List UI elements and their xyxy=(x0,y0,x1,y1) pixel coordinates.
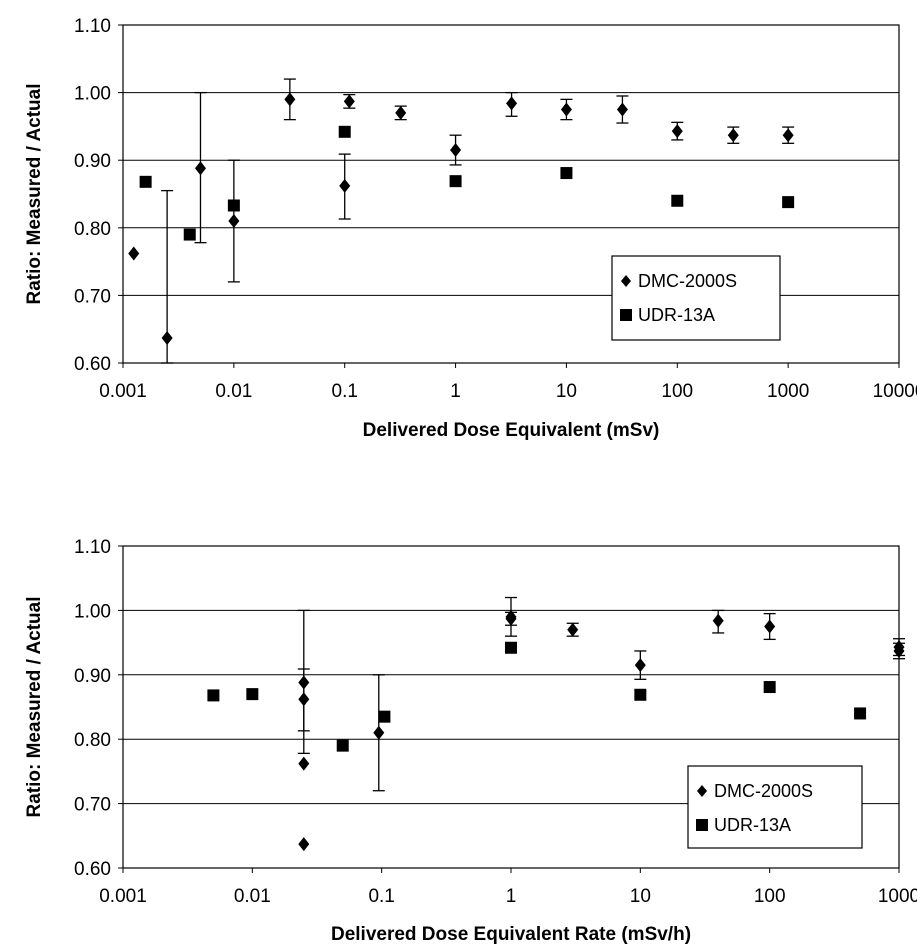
x-tick-label: 1 xyxy=(506,886,517,907)
data-point-dmc-2000s xyxy=(339,178,351,193)
x-tick-label: 10 xyxy=(556,381,577,402)
data-point-dmc-2000s xyxy=(298,837,310,852)
x-tick-label: 0.1 xyxy=(332,381,358,402)
data-point-udr-13a xyxy=(634,688,647,701)
data-point-dmc-2000s xyxy=(284,92,296,107)
x-tick-label: 0.01 xyxy=(234,886,271,907)
data-point-udr-13a xyxy=(854,707,867,720)
data-point-udr-13a xyxy=(378,710,391,723)
plot-area-frame xyxy=(122,24,900,364)
data-point-udr-13a xyxy=(449,175,462,188)
data-point-udr-13a xyxy=(336,739,349,752)
y-tick-label: 1.00 xyxy=(74,601,111,622)
legend-marker-diamond xyxy=(697,785,707,797)
data-point-udr-13a xyxy=(183,228,196,241)
data-point-udr-13a xyxy=(505,641,517,654)
y-tick-label: 0.60 xyxy=(74,354,111,375)
data-point-dmc-2000s xyxy=(727,128,739,143)
y-tick-label: 0.80 xyxy=(74,219,111,240)
y-tick-label: 0.70 xyxy=(74,286,111,307)
y-tick-label: 1.10 xyxy=(74,537,111,558)
data-point-dmc-2000s xyxy=(194,161,206,176)
data-point-dmc-2000s xyxy=(161,330,173,345)
data-point-dmc-2000s xyxy=(343,94,355,109)
data-point-udr-13a xyxy=(671,194,684,207)
x-tick-label: 100 xyxy=(754,886,786,907)
x-tick-label: 10000 xyxy=(873,381,917,402)
y-tick-label: 0.60 xyxy=(74,859,111,880)
data-point-udr-13a xyxy=(338,125,351,138)
x-tick-label: 10 xyxy=(630,886,651,907)
data-point-dmc-2000s xyxy=(893,643,905,658)
x-tick-label: 1000 xyxy=(878,886,917,907)
x-tick-label: 0.001 xyxy=(99,886,147,907)
data-point-dmc-2000s xyxy=(782,128,794,143)
data-point-dmc-2000s xyxy=(298,756,310,771)
data-point-udr-13a xyxy=(782,196,795,209)
data-point-udr-13a xyxy=(227,199,240,212)
data-point-udr-13a xyxy=(207,689,220,702)
data-point-dmc-2000s xyxy=(505,611,517,626)
x-tick-label: 0.001 xyxy=(99,381,147,402)
chart-dose: 0.60 0.70 0.80 0.90 1.00 1.10 0.001 0.01 0.1 1 10 1… xyxy=(24,16,917,441)
data-point-dmc-2000s xyxy=(634,658,646,673)
data-point-dmc-2000s xyxy=(395,105,407,120)
legend-box xyxy=(687,765,863,849)
legend-box xyxy=(611,255,781,341)
data-point-dmc-2000s xyxy=(298,692,310,707)
data-point-udr-13a xyxy=(763,681,776,694)
data-point-dmc-2000s xyxy=(567,622,579,637)
data-point-udr-13a xyxy=(246,688,259,701)
data-point-dmc-2000s xyxy=(450,143,462,158)
chart-dose-rate: 0.60 0.70 0.80 0.90 1.00 1.10 0.001 0.01 0.1 1 10 1… xyxy=(24,537,917,945)
data-point-dmc-2000s xyxy=(712,613,724,628)
x-tick-label: 0.01 xyxy=(215,381,252,402)
y-tick-label: 0.80 xyxy=(74,730,111,751)
y-tick-label: 1.00 xyxy=(74,84,111,105)
data-point-udr-13a xyxy=(560,167,573,180)
legend-marker-square xyxy=(696,819,708,831)
legend-label: DMC-2000S xyxy=(714,781,813,801)
x-axis-title: Delivered Dose Equivalent Rate (mSv/h) xyxy=(331,924,691,945)
data-point-dmc-2000s xyxy=(671,124,683,139)
y-tick-label: 1.10 xyxy=(74,16,111,37)
data-point-dmc-2000s xyxy=(616,102,628,117)
x-tick-label: 1 xyxy=(450,381,461,402)
legend-label: DMC-2000S xyxy=(638,271,737,291)
x-tick-label: 1000 xyxy=(767,381,809,402)
x-tick-label: 100 xyxy=(661,381,693,402)
data-point-dmc-2000s xyxy=(764,619,776,634)
data-point-dmc-2000s xyxy=(128,246,140,261)
y-tick-label: 0.70 xyxy=(74,795,111,816)
y-axis-title: Ratio: Measured / Actual xyxy=(24,83,45,304)
x-axis-title: Delivered Dose Equivalent (mSv) xyxy=(363,420,660,441)
y-tick-label: 0.90 xyxy=(74,151,111,172)
y-tick-label: 0.90 xyxy=(74,666,111,687)
data-point-udr-13a xyxy=(139,175,152,188)
data-point-dmc-2000s xyxy=(560,102,572,117)
data-point-dmc-2000s xyxy=(506,96,518,111)
legend-marker-diamond xyxy=(621,275,631,287)
data-point-dmc-2000s xyxy=(373,725,385,740)
x-tick-label: 0.1 xyxy=(368,886,394,907)
y-axis-title: Ratio: Measured / Actual xyxy=(24,596,45,817)
legend-label: UDR-13A xyxy=(714,815,791,835)
legend-marker-square xyxy=(620,309,632,321)
legend-label: UDR-13A xyxy=(638,305,715,325)
data-point-dmc-2000s xyxy=(228,214,240,229)
